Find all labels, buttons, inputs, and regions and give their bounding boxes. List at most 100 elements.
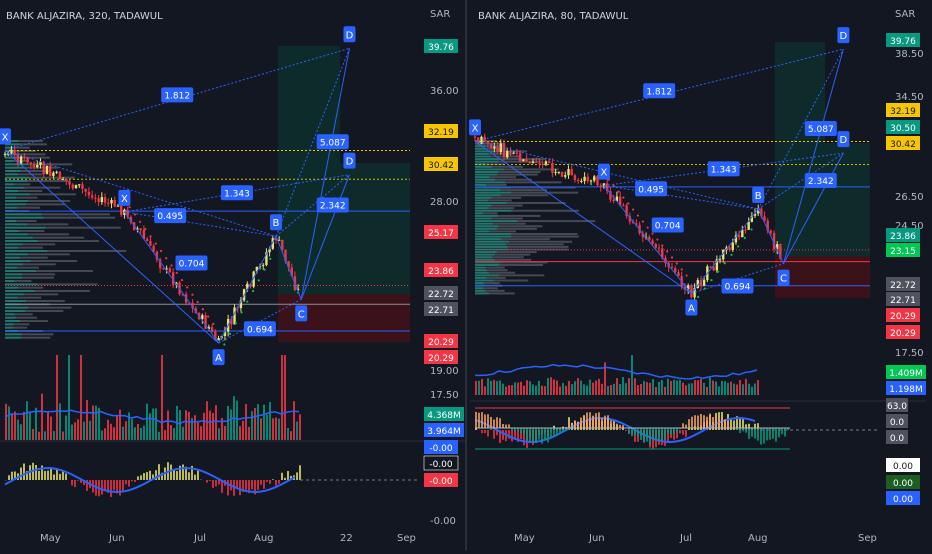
indicator-bar [682, 423, 684, 428]
candle-body [567, 169, 569, 175]
indicator-bar [499, 418, 501, 428]
volume-bar [556, 381, 558, 395]
volume-bar [8, 406, 10, 440]
volume-bar [517, 383, 519, 395]
sar-dot [129, 206, 131, 208]
indicator-bar [778, 428, 780, 437]
indicator-bar [715, 415, 717, 428]
ratio-label: 1.343 [711, 165, 737, 175]
volume-bar [38, 432, 40, 440]
volume-profile-bar [475, 215, 498, 217]
left-x-tick: 22 [340, 533, 353, 544]
volume-bar [559, 386, 561, 395]
sar-dot [202, 308, 204, 310]
oscillator-bar [44, 471, 46, 480]
indicator-bar [556, 428, 558, 436]
volume-bar [242, 421, 244, 440]
volume-bar [11, 413, 13, 440]
right-chart-title: BANK ALJAZIRA, 80, TADAWUL [478, 11, 629, 22]
volume-bar [514, 382, 516, 395]
volume-profile-bar [5, 320, 20, 322]
volume-bar [131, 419, 133, 440]
volume-bar [583, 384, 585, 395]
volume-bar [742, 384, 744, 395]
indicator-bar [589, 412, 591, 428]
indicator-bar [502, 424, 504, 428]
oscillator-bar [149, 471, 151, 480]
indicator-bar [724, 419, 726, 428]
volume-bar [86, 400, 88, 440]
volume-profile-bar [475, 205, 492, 207]
volume-bar [598, 379, 600, 395]
oscillator-bar [146, 472, 148, 480]
volume-profile-bar [475, 256, 492, 258]
price-badge-label: 23.86 [428, 267, 454, 277]
sar-dot [710, 279, 712, 281]
volume-profile-bar [5, 243, 23, 245]
oscillator-bar [38, 471, 40, 480]
volume-profile-bar [5, 183, 14, 185]
volume-profile-bar [5, 253, 28, 255]
sar-dot [269, 258, 271, 260]
volume-profile-bar [5, 247, 18, 249]
oscillator-bar [296, 472, 298, 480]
volume-profile-bar [5, 250, 47, 252]
volume-bar [745, 379, 747, 395]
oscillator-bar [257, 480, 259, 490]
volume-bar [493, 380, 495, 395]
sar-dot [717, 271, 719, 273]
indicator-bar [754, 428, 756, 439]
volume-profile-bar [475, 246, 508, 248]
volume-bar [74, 422, 76, 440]
right-x-tick: Jun [588, 533, 605, 544]
candle-body [738, 235, 740, 237]
oscillator-bar [137, 476, 139, 480]
indicator-bar [769, 428, 771, 440]
volume-profile-bar [5, 233, 27, 235]
indicator-bar [559, 428, 561, 433]
volume-bar [658, 382, 660, 395]
volume-bar [113, 427, 115, 440]
oscillator-bar [158, 464, 160, 480]
volume-profile-bar [5, 273, 23, 275]
volume-profile-bar [5, 310, 25, 312]
pattern-point-label: A [688, 304, 695, 315]
volume-profile-bar [475, 158, 500, 160]
volume-profile-bar [475, 161, 498, 163]
volume-bar [71, 425, 73, 440]
indicator-bar [481, 412, 483, 428]
volume-bar [212, 413, 214, 440]
candle-body [744, 230, 746, 231]
sar-dot [697, 296, 699, 298]
zone-box [340, 163, 410, 294]
volume-bar [541, 386, 543, 395]
oscillator-bar [484, 430, 486, 433]
volume-bar [712, 381, 714, 395]
oscillator-bar [188, 472, 190, 480]
indicator-bar [748, 428, 750, 439]
volume-bar [616, 378, 618, 395]
oscillator-bar [215, 480, 217, 486]
volume-profile-bar [5, 257, 20, 259]
indicator-bar [667, 428, 669, 434]
indicator-bar [721, 418, 723, 428]
price-badge-label: 39.76 [890, 37, 916, 47]
indicator-bar [601, 418, 603, 428]
candle-body [94, 198, 96, 199]
left-y-tick: 19.00 [430, 366, 459, 377]
volume-badge-label: 4.368M [427, 411, 461, 421]
volume-bar [230, 409, 232, 440]
volume-bar [65, 416, 67, 440]
ratio-label: 0.694 [247, 325, 273, 335]
sar-dot [744, 237, 746, 239]
volume-profile-bar [475, 277, 486, 279]
candle-body [55, 172, 57, 173]
candle-body [78, 184, 80, 185]
volume-bar [5, 404, 7, 440]
candle-body [674, 268, 676, 272]
candle-body [75, 185, 77, 188]
sar-dot [627, 202, 629, 204]
oscillator-bar [197, 470, 199, 480]
oscillator-bar [487, 430, 489, 436]
volume-bar [116, 416, 118, 440]
